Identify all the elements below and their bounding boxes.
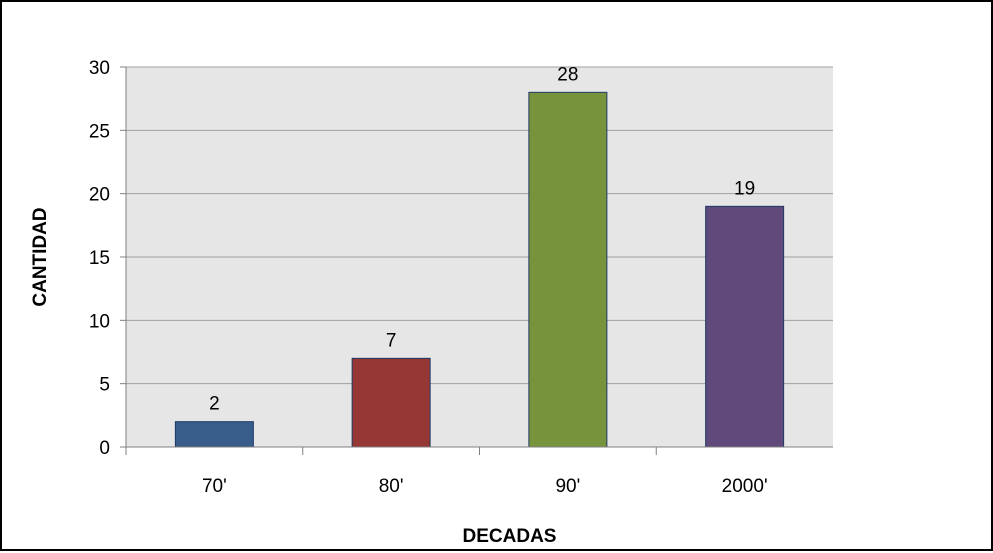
bar-90	[528, 91, 608, 448]
y-axis-title: CANTIDAD	[30, 207, 51, 306]
data-label: 28	[557, 64, 578, 85]
data-label: 19	[734, 178, 755, 199]
x-tick-label: 90'	[555, 476, 580, 497]
y-tick-label: 5	[99, 375, 110, 396]
y-tick-label: 20	[89, 185, 110, 206]
data-labels: 2 7 28 19	[209, 64, 755, 414]
x-tick-label: 80'	[379, 476, 404, 497]
y-tick-label: 0	[99, 438, 110, 459]
x-axis-title: DECADAS	[463, 526, 557, 547]
tick-labels: 0 5 10 15 20 25 30 70' 80' 90' 2000'	[89, 58, 768, 497]
data-label: 2	[209, 394, 220, 415]
axes	[120, 66, 833, 455]
y-tick-label: 15	[89, 248, 110, 269]
y-tick-label: 30	[89, 58, 110, 79]
data-label: 7	[386, 330, 397, 351]
x-tick-label: 2000'	[722, 476, 768, 497]
gridlines	[126, 66, 833, 385]
x-tick-label: 70'	[202, 476, 227, 497]
bar-70	[174, 421, 254, 448]
y-tick-label: 10	[89, 311, 110, 332]
y-tick-label: 25	[89, 121, 110, 142]
bar-2000	[705, 205, 785, 448]
bar-80	[351, 357, 431, 448]
bars	[174, 91, 785, 448]
